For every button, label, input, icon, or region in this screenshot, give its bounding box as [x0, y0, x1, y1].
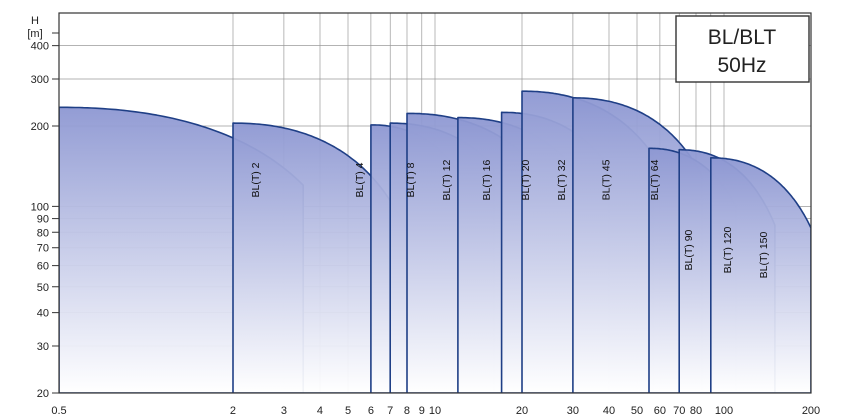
series-label-group: BL(T) 2 BL(T) 4 BL(T) 8 BL(T) 12 BL(T) 16 BL(… — [250, 159, 770, 278]
x-tick-label: 60 — [654, 405, 666, 417]
y-tick-label: 50 — [37, 282, 49, 294]
series-label: BL(T) 90 — [683, 229, 695, 270]
series-label: BL(T) 64 — [649, 159, 661, 200]
x-tick-label: 8 — [404, 405, 410, 417]
x-tick-label: 9 — [419, 405, 425, 417]
x-tick-label: 5 — [345, 405, 351, 417]
y-tick-label: 60 — [37, 261, 49, 273]
y-axis-unit: [m] — [27, 28, 42, 40]
series-label: BL(T) 8 — [405, 162, 417, 197]
y-axis-label: H — [31, 15, 39, 27]
chart-subtitle: 50Hz — [717, 54, 766, 77]
x-tick-label: 10 — [429, 405, 441, 417]
series-label: BL(T) 32 — [556, 159, 568, 200]
series-label: BL(T) 150 — [758, 231, 770, 278]
y-tick-label: 90 — [37, 214, 49, 226]
y-tick-label: 100 — [31, 201, 49, 213]
x-tick-label: 30 — [567, 405, 579, 417]
x-tick-label: 40 — [603, 405, 615, 417]
y-tick-label: 20 — [37, 388, 49, 400]
x-tick-label: 4 — [317, 405, 323, 417]
x-tick-label: 50 — [631, 405, 643, 417]
series-label: BL(T) 2 — [250, 162, 262, 197]
x-tick-label: 100 — [715, 405, 733, 417]
y-tick-label: 400 — [31, 41, 49, 53]
x-tick-label: 200 — [802, 405, 820, 417]
x-tick-label: 80 — [690, 405, 702, 417]
x-tick-label: 7 — [387, 405, 393, 417]
title-box-frame — [675, 15, 810, 83]
x-tick-label: 0.5 — [51, 405, 66, 417]
series-label: BL(T) 12 — [441, 159, 453, 200]
y-tick-label: 30 — [37, 341, 49, 353]
x-axis: 0.5 2 3 4 5 6 7 8 9 10 20 30 40 50 60 70 80 100 200 — [51, 405, 820, 417]
x-tick-label: 6 — [368, 405, 374, 417]
series-label: BL(T) 4 — [354, 162, 366, 197]
x-tick-label: 3 — [281, 405, 287, 417]
y-tick-label: 70 — [37, 243, 49, 255]
series-label: BL(T) 45 — [600, 159, 612, 200]
series-label: BL(T) 16 — [481, 159, 493, 200]
series-label: BL(T) 20 — [520, 159, 532, 200]
title-box: BL/BLT 50Hz — [675, 15, 810, 83]
chart-title: BL/BLT — [708, 26, 777, 49]
y-tick-label: 40 — [37, 308, 49, 320]
plot-frame — [58, 12, 812, 394]
y-tick-label: 200 — [31, 121, 49, 133]
x-tick-label: 20 — [516, 405, 528, 417]
x-tick-label: 70 — [673, 405, 685, 417]
series-label: BL(T) 120 — [722, 227, 734, 274]
y-tick-label: 80 — [37, 227, 49, 239]
y-tick-label: 300 — [31, 74, 49, 86]
series-group — [59, 90, 811, 393]
x-tick-label: 2 — [230, 405, 236, 417]
series-area-bl-t-150 — [710, 157, 811, 393]
